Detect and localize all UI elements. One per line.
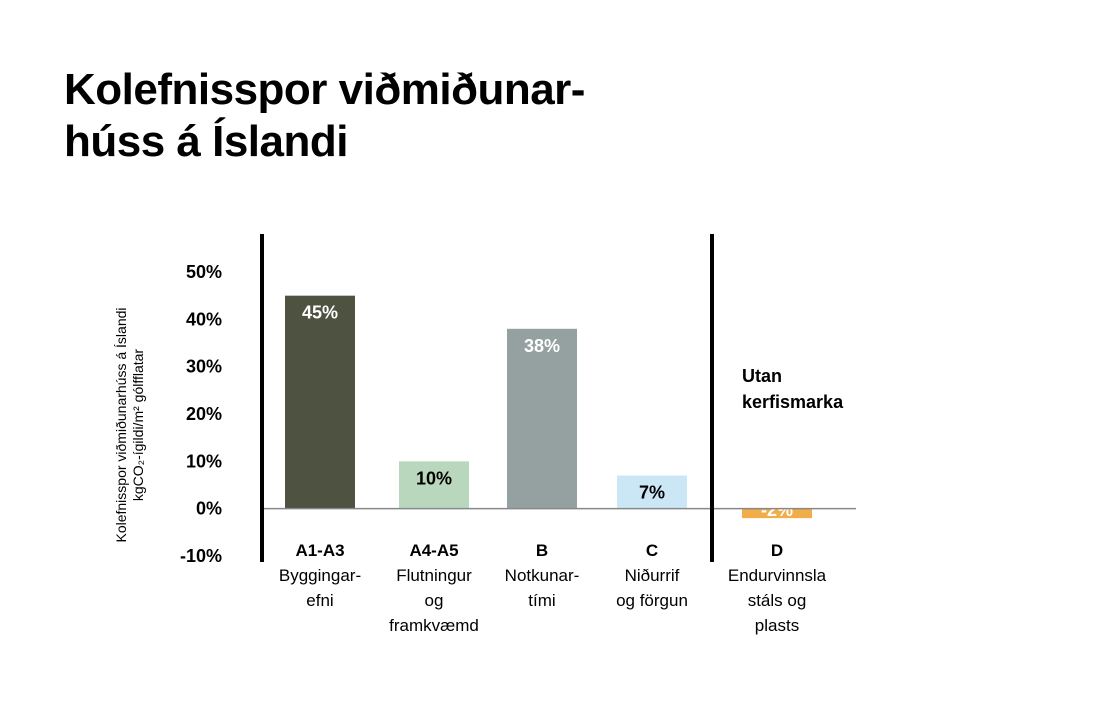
category-label: C Niðurrif og förgun: [587, 538, 717, 613]
category-label: A1-A3 Byggingar- efni: [255, 538, 385, 613]
bar-d: [742, 508, 812, 519]
y-tick-label: 30%: [186, 357, 222, 377]
y-tick-label: 50%: [186, 262, 222, 282]
bar-value-label: 7%: [639, 483, 665, 503]
bar-value-label: 10%: [416, 468, 452, 488]
chart-title: Kolefnisspor viðmiðunar- húss á Íslandi: [64, 64, 664, 168]
y-tick-label: 10%: [186, 451, 222, 471]
y-tick-label: 40%: [186, 309, 222, 329]
category-code: D: [770, 541, 784, 560]
bar-a1-a3: [285, 295, 355, 509]
category-name: Flutningur og framkvæmd: [389, 566, 479, 635]
bar-c: [617, 475, 687, 509]
category-code: B: [535, 541, 549, 560]
category-code: A4-A5: [409, 541, 459, 560]
category-name: Endurvinnsla stáls og plasts: [727, 566, 827, 635]
bar-value-label: 45%: [302, 303, 338, 323]
bar-a4-a5: [399, 461, 469, 509]
category-name: Byggingar- efni: [278, 566, 362, 610]
y-tick-label: -10%: [180, 546, 222, 566]
category-name: Notkunar- tími: [504, 566, 580, 610]
bar-b: [507, 328, 577, 509]
category-label: A4-A5 Flutningur og framkvæmd: [369, 538, 499, 638]
category-name: Niðurrif og förgun: [616, 566, 688, 610]
chart-title-line-2: húss á Íslandi: [64, 117, 348, 166]
y-tick-label: 20%: [186, 404, 222, 424]
chart-title-line-1: Kolefnisspor viðmiðunar-: [64, 65, 585, 114]
y-tick-label: 0%: [196, 499, 222, 519]
category-label: D Endurvinnsla stáls og plasts: [712, 538, 842, 638]
outside-boundary-annotation: Utan kerfismarka: [742, 366, 844, 412]
category-code: C: [645, 541, 659, 560]
bar-value-label: 38%: [524, 336, 560, 356]
category-label: B Notkunar- tími: [477, 538, 607, 613]
category-code: A1-A3: [295, 541, 345, 560]
bar-value-label: -2%: [761, 500, 793, 520]
